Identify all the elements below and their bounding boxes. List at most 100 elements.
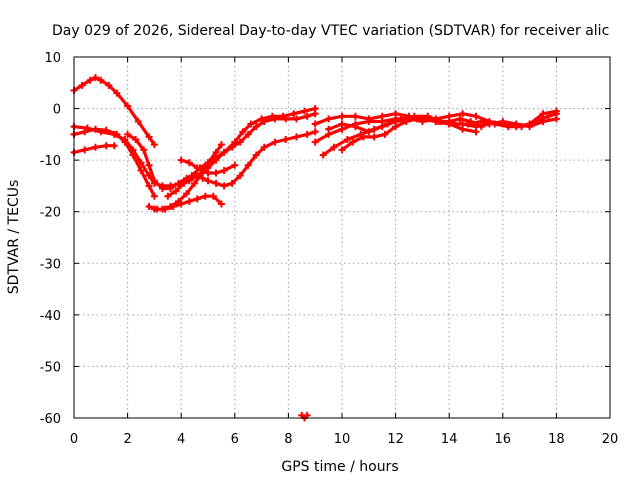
data-point	[201, 192, 209, 200]
data-point	[459, 125, 467, 133]
y-tick-label: -10	[40, 154, 61, 169]
data-point	[504, 123, 512, 131]
data-point	[166, 203, 174, 211]
x-axis-title: GPS time / hours	[281, 459, 398, 475]
data-point	[140, 146, 148, 154]
data-point	[303, 130, 311, 138]
data-point	[260, 117, 268, 125]
data-point	[121, 136, 129, 144]
data-point	[303, 112, 311, 120]
data-point	[188, 172, 196, 180]
data-point	[271, 115, 279, 123]
data-point	[325, 125, 333, 133]
x-tick-label: 2	[123, 432, 131, 447]
data-point	[539, 110, 547, 118]
data-point	[365, 128, 373, 136]
data-point	[477, 123, 485, 131]
data-point	[228, 179, 236, 187]
data-point	[424, 115, 432, 123]
data-point	[204, 177, 212, 185]
data-point	[338, 146, 346, 154]
data-point	[212, 169, 220, 177]
data-point	[97, 76, 105, 84]
x-tick-label: 8	[284, 432, 292, 447]
data-point	[134, 117, 142, 125]
data-point	[212, 179, 220, 187]
data-point	[236, 172, 244, 180]
grid-layer	[74, 57, 610, 418]
data-point	[292, 115, 300, 123]
data-point	[282, 115, 290, 123]
data-point	[491, 120, 499, 128]
data-point	[338, 112, 346, 120]
data-point	[311, 138, 319, 146]
data-point	[292, 133, 300, 141]
data-point	[338, 120, 346, 128]
x-tick-label: 4	[177, 432, 185, 447]
data-point	[236, 138, 244, 146]
data-point	[247, 120, 255, 128]
data-point	[531, 117, 539, 125]
x-tick-label: 18	[548, 432, 565, 447]
data-point	[311, 128, 319, 136]
data-point	[137, 166, 145, 174]
data-point	[290, 110, 298, 118]
data-point	[351, 123, 359, 131]
series-layer	[70, 74, 560, 422]
data-point	[113, 89, 121, 97]
data-point	[191, 179, 199, 187]
data-point	[392, 123, 400, 131]
data-point	[209, 192, 217, 200]
y-tick-label: -40	[40, 309, 61, 324]
data-point	[124, 102, 132, 110]
data-point	[472, 112, 480, 120]
data-point	[325, 115, 333, 123]
x-axis: 0 2 4 6 8 10 12 14 16 18 20	[70, 57, 618, 447]
data-point	[244, 130, 252, 138]
data-point	[552, 110, 560, 118]
data-point	[166, 185, 174, 193]
data-point	[311, 120, 319, 128]
data-point	[381, 130, 389, 138]
data-point	[212, 154, 220, 162]
data-point	[239, 128, 247, 136]
data-point	[91, 143, 99, 151]
data-point	[145, 203, 153, 211]
data-point	[359, 133, 367, 141]
data-point	[193, 164, 201, 172]
data-point	[402, 117, 410, 125]
series-track-6	[146, 194, 224, 211]
data-point	[175, 197, 183, 205]
data-point	[86, 76, 94, 84]
data-point	[282, 136, 290, 144]
data-point	[150, 177, 158, 185]
data-point	[445, 117, 453, 125]
data-point	[83, 124, 91, 132]
data-point	[365, 117, 373, 125]
data-point	[220, 148, 228, 156]
data-point	[110, 130, 118, 138]
data-point	[300, 107, 308, 115]
data-point	[124, 130, 132, 138]
data-point	[110, 142, 118, 150]
data-point	[81, 146, 89, 154]
x-tick-label: 10	[334, 432, 351, 447]
data-point	[145, 161, 153, 169]
data-point	[132, 136, 140, 144]
data-point	[319, 151, 327, 159]
data-point	[252, 123, 260, 131]
data-point	[252, 151, 260, 159]
y-tick-label: 0	[53, 103, 61, 118]
data-point	[91, 74, 99, 82]
data-point	[217, 141, 225, 149]
data-point	[137, 159, 145, 167]
data-point	[150, 192, 158, 200]
data-point	[349, 138, 357, 146]
data-point	[330, 143, 338, 151]
data-point	[351, 112, 359, 120]
data-point	[518, 123, 526, 131]
data-point	[231, 161, 239, 169]
data-point	[456, 115, 464, 123]
data-point	[97, 128, 105, 136]
x-tick-label: 12	[387, 432, 404, 447]
